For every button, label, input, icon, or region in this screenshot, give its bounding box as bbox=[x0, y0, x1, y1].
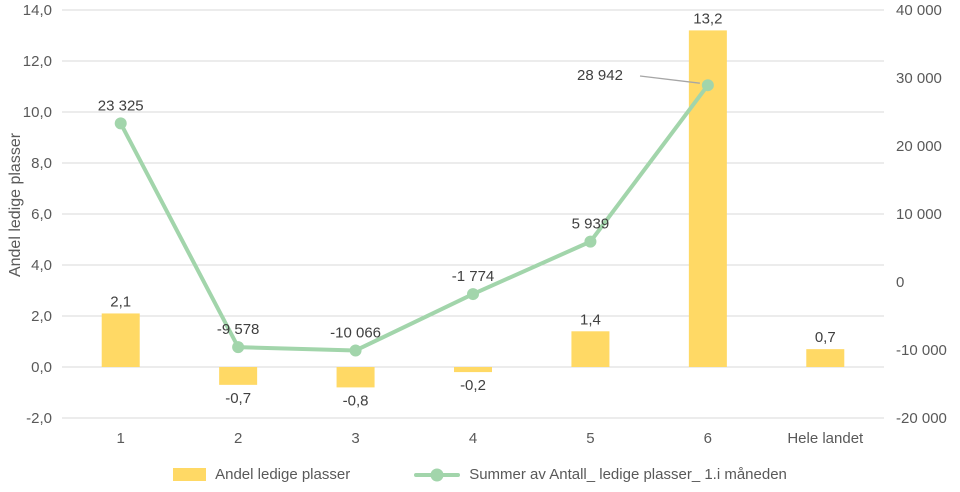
plot-area: -2,0 0,0 2,0 4,0 6,0 8,0 10,0 12,0 14,0 -20 000 -1… bbox=[23, 2, 947, 447]
x-category-label: 5 bbox=[586, 430, 594, 447]
leader-line bbox=[639, 75, 700, 84]
bar-data-label: 13,2 bbox=[693, 10, 722, 27]
left-axis-tick-label: 4,0 bbox=[31, 257, 52, 274]
bar bbox=[806, 349, 845, 367]
line-data-label: -10 066 bbox=[330, 324, 381, 341]
left-axis-tick-label: 10,0 bbox=[23, 104, 52, 121]
right-axis-tick-label: 30 000 bbox=[896, 70, 942, 87]
bar-data-label: 2,1 bbox=[110, 293, 131, 310]
line-data-label: -1 774 bbox=[452, 268, 495, 285]
line-series-dot-icon bbox=[430, 468, 444, 481]
line-data-label: 23 325 bbox=[98, 97, 144, 114]
line-marker bbox=[232, 341, 245, 354]
line-series bbox=[118, 83, 710, 353]
right-axis-tick-label: 20 000 bbox=[896, 138, 942, 155]
x-category-label: 2 bbox=[234, 430, 242, 447]
bar-series-swatch bbox=[173, 468, 207, 481]
bar-data-label: -0,2 bbox=[460, 377, 486, 394]
left-axis-tick-label: -2,0 bbox=[26, 410, 52, 427]
legend-item-line-series: Summer av Antall_ ledige plasser_ 1.i må… bbox=[414, 466, 787, 483]
line-data-label: -9 578 bbox=[217, 321, 260, 338]
bar bbox=[336, 367, 375, 388]
chart-legend: Andel ledige plasser Summer av Antall_ l… bbox=[0, 466, 960, 483]
x-category-label: 6 bbox=[704, 430, 712, 447]
left-axis-tick-label: 14,0 bbox=[23, 2, 52, 19]
bar bbox=[454, 367, 492, 373]
line-series-marker bbox=[414, 468, 461, 481]
line-marker bbox=[701, 79, 714, 92]
line-marker bbox=[467, 288, 479, 301]
bar-data-label: 1,4 bbox=[580, 311, 601, 328]
bar bbox=[101, 313, 140, 367]
left-axis-tick-label: 8,0 bbox=[31, 155, 52, 172]
left-axis-tick-label: 0,0 bbox=[31, 359, 52, 376]
right-axis-tick-label: 10 000 bbox=[896, 206, 942, 223]
bar-data-label: -0,7 bbox=[225, 390, 251, 407]
bar bbox=[571, 331, 610, 367]
line-data-label: 28 942 bbox=[577, 67, 623, 84]
x-category-label: 4 bbox=[469, 430, 477, 447]
left-axis-tick-label: 12,0 bbox=[23, 53, 52, 70]
right-axis-tick-label: -10 000 bbox=[896, 342, 947, 359]
left-axis-tick-label: 2,0 bbox=[31, 308, 52, 325]
x-category-label: Hele landet bbox=[787, 430, 864, 447]
left-axis-tick-label: 6,0 bbox=[31, 206, 52, 223]
x-category-label: 3 bbox=[351, 430, 359, 447]
right-axis-tick-label: 40 000 bbox=[896, 2, 942, 19]
bar-series-label: Andel ledige plasser bbox=[215, 466, 351, 483]
line-marker bbox=[349, 344, 362, 357]
line-marker bbox=[584, 235, 597, 248]
line-data-label: 5 939 bbox=[572, 216, 610, 233]
bar-data-label: -0,8 bbox=[343, 392, 369, 409]
x-category-label: 1 bbox=[117, 430, 125, 447]
bar-data-label: 0,7 bbox=[815, 329, 836, 346]
line-series-label: Summer av Antall_ ledige plasser_ 1.i må… bbox=[469, 466, 787, 483]
right-axis-tick-label: -20 000 bbox=[896, 410, 947, 427]
right-axis-tick-label: 0 bbox=[896, 274, 904, 291]
legend-item-bar-series: Andel ledige plasser bbox=[173, 466, 350, 483]
line-marker bbox=[114, 117, 127, 130]
bar bbox=[219, 367, 258, 385]
